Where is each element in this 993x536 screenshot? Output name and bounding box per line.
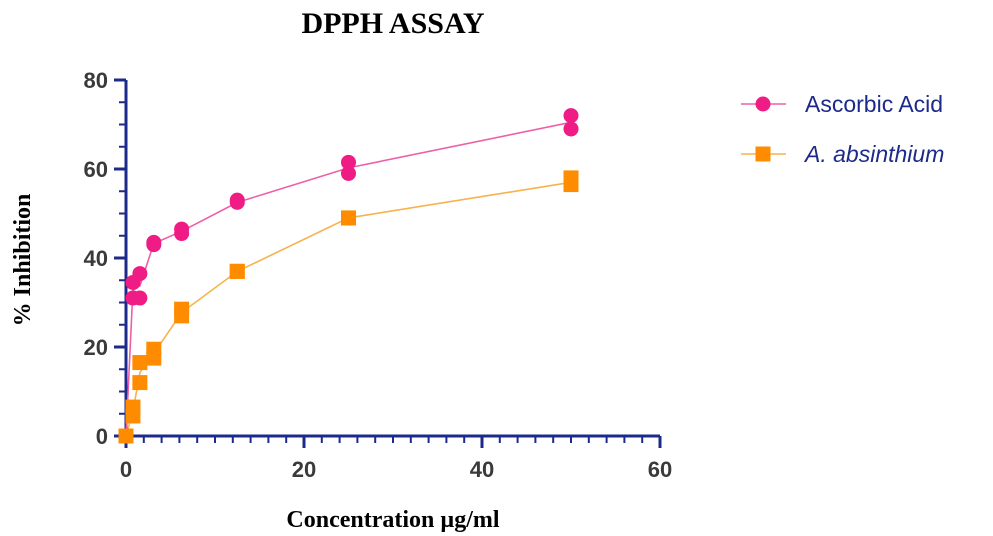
legend-entry: Ascorbic Acid [741,91,943,117]
x-tick-label: 40 [470,457,494,482]
data-point [563,170,579,186]
data-point [132,266,148,282]
data-point [118,428,134,444]
data-point [341,165,356,181]
y-tick-label: 60 [84,157,108,182]
axes-layer: 0 20 40 60 0 20 40 60 80 [84,68,673,482]
x-axis-label: Concentration µg/ml [286,507,499,533]
data-point [229,263,245,279]
data-point [341,210,356,226]
legend-label: A. absinthium [803,141,944,167]
legend: Ascorbic Acid A. absinthium [741,91,944,167]
legend-entry: A. absinthium [741,141,944,167]
data-point [125,399,141,415]
legend-marker [755,96,771,112]
series-layer [118,108,579,444]
x-tick-label: 60 [648,457,672,482]
data-point [146,341,162,357]
data-point [563,121,579,137]
y-tick-label: 40 [84,246,108,271]
data-point [132,355,148,371]
y-tick-label: 80 [84,68,108,93]
series-ascorbic-acid [118,108,579,444]
chart-title: DPPH ASSAY [301,7,484,40]
data-point [132,290,148,306]
y-axis-label: % Inhibition [10,194,36,327]
data-point [229,192,245,208]
y-tick-label: 0 [96,424,108,449]
legend-marker [755,146,771,162]
data-point [146,234,162,250]
x-tick-label: 0 [120,457,132,482]
y-tick-label: 20 [84,335,108,360]
data-point [174,301,190,317]
data-point [132,375,148,391]
data-point [341,154,356,170]
data-point [174,221,190,237]
series-a-absinthium [118,170,579,444]
x-tick-label: 20 [292,457,316,482]
data-point [563,108,579,124]
legend-label: Ascorbic Acid [805,91,943,117]
